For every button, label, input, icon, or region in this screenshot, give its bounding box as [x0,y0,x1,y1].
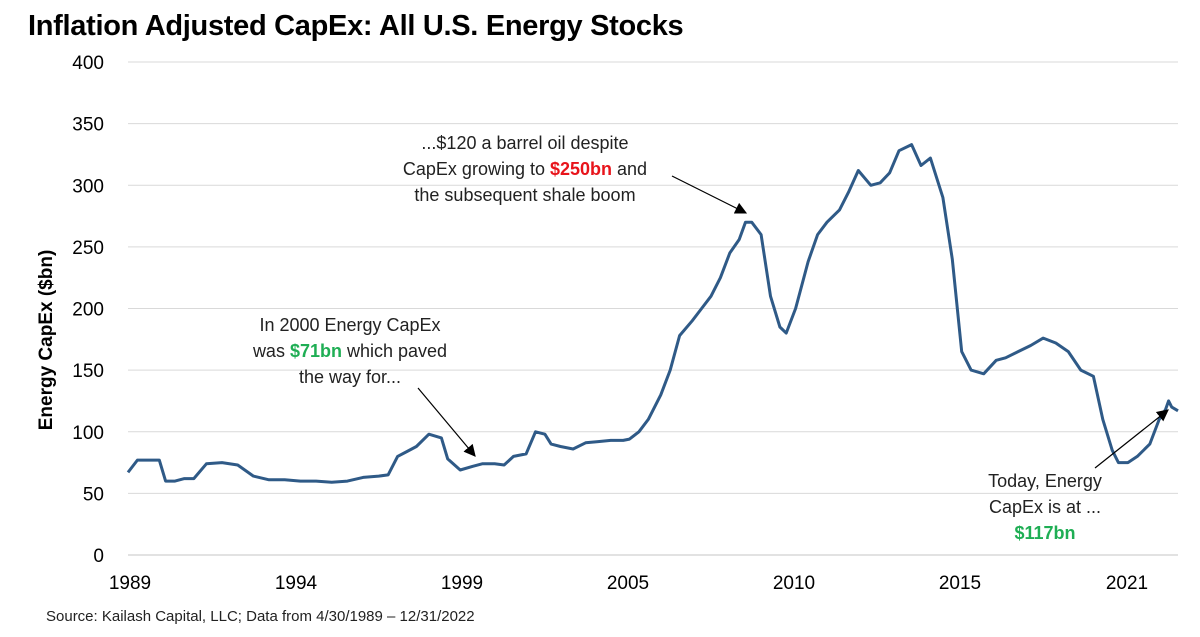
annotation-2000: In 2000 Energy CapEx was $71bn which pav… [200,312,500,390]
arrow-2008 [671,175,748,214]
y-tick-label: 150 [72,361,104,382]
x-tick-label: 2010 [773,573,815,594]
annotation-today: Today, Energy CapEx is at ... $117bn [930,468,1160,546]
annotation-2000-value: $71bn [289,341,342,361]
x-tick-label: 2015 [939,573,981,594]
grid [128,61,1178,556]
y-tick-label: 350 [72,115,104,136]
y-tick-label: 200 [72,300,104,321]
annotation-2008-value: $250bn [549,159,613,179]
x-tick-label: 1994 [275,573,318,594]
arrow-today [1094,409,1169,469]
series-line [126,143,1179,484]
source-note: Source: Kailash Capital, LLC; Data from … [46,608,475,625]
annotation-today-value: $117bn [1014,523,1076,543]
arrow-2000 [417,387,476,457]
annotation-2000-line1: In 2000 Energy CapEx [259,315,441,335]
annotation-2008-line1: ...$120 a barrel oil despite [421,133,629,153]
annotation-2008-pre: CapEx growing to [402,159,550,179]
x-tick-label: 2005 [607,573,649,594]
annotation-2008: ...$120 a barrel oil despite CapEx growi… [350,130,700,208]
chart-title: Inflation Adjusted CapEx: All U.S. Energ… [28,10,684,42]
annotation-2008-line3: the subsequent shale boom [414,185,636,205]
annotation-2000-line3: the way for... [298,367,402,387]
y-tick-labels: 0 50 100 150 200 250 300 350 400 [72,53,104,567]
y-tick-label: 100 [72,423,104,444]
x-tick-labels: 1989 1994 1999 2005 2010 2015 2021 [109,573,1148,594]
annotation-today-line2: CapEx is at ... [988,497,1102,517]
y-tick-label: 400 [72,53,104,74]
y-tick-label: 300 [72,176,104,197]
annotation-2008-post: and [612,159,648,179]
y-tick-label: 250 [72,238,104,259]
annotation-2000-post: which paved [341,341,448,361]
annotation-2000-pre: was [252,341,290,361]
x-tick-label: 1989 [109,573,151,594]
y-axis-label: Energy CapEx ($bn) [36,250,57,431]
x-tick-label: 1999 [441,573,483,594]
x-tick-label: 2021 [1106,573,1148,594]
y-tick-label: 50 [83,484,104,505]
annotation-today-line1: Today, Energy [988,471,1102,491]
y-tick-label: 0 [93,546,104,567]
